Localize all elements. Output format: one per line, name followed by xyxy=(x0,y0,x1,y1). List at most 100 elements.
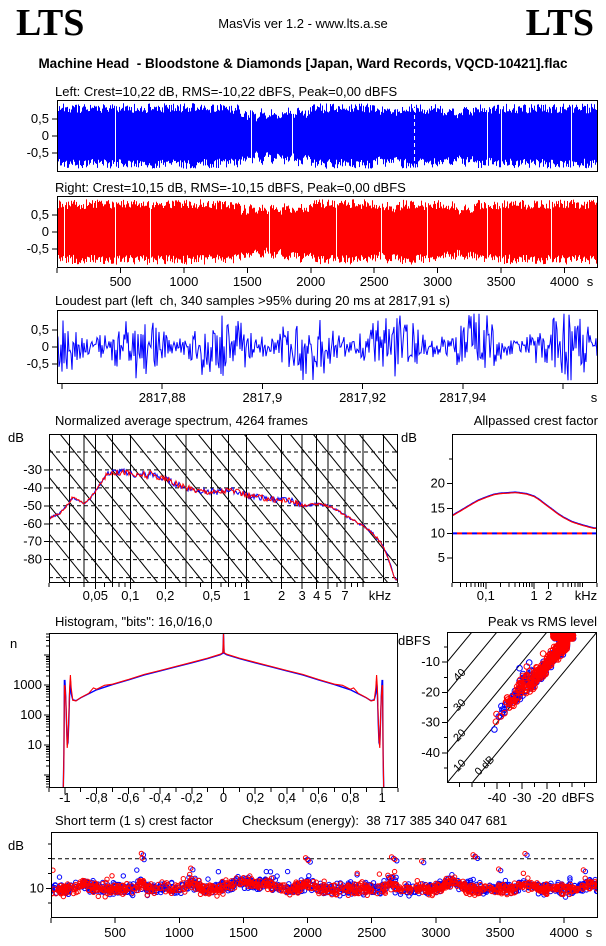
svg-text:2: 2 xyxy=(278,588,285,603)
pvr-y-label: dBFS xyxy=(398,633,431,648)
svg-text:-0,4: -0,4 xyxy=(149,790,171,805)
svg-text:2817,9: 2817,9 xyxy=(242,390,282,405)
svg-text:-0,6: -0,6 xyxy=(117,790,139,805)
st-axis: 10 500 1000 1500 2000 2500 3000 3500 4000 s xyxy=(30,832,598,940)
svg-text:0,5: 0,5 xyxy=(203,588,221,603)
spectrum-title: Normalized average spectrum, 4264 frames xyxy=(55,413,308,428)
svg-text:5: 5 xyxy=(324,588,331,603)
svg-text:-50: -50 xyxy=(23,498,42,513)
svg-text:10: 10 xyxy=(30,880,44,895)
svg-text:2000: 2000 xyxy=(296,274,325,289)
svg-text:0,5: 0,5 xyxy=(31,322,49,337)
svg-text:1: 1 xyxy=(379,790,386,805)
svg-text:0,1: 0,1 xyxy=(121,588,139,603)
svg-text:0,2: 0,2 xyxy=(246,790,264,805)
svg-text:-70: -70 xyxy=(23,534,42,549)
svg-text:0: 0 xyxy=(220,790,227,805)
svg-text:3: 3 xyxy=(299,588,306,603)
svg-text:20: 20 xyxy=(431,476,445,491)
svg-text:0: 0 xyxy=(42,128,49,143)
spectrum-curves xyxy=(49,467,398,581)
svg-text:-30: -30 xyxy=(23,462,42,477)
svg-text:s: s xyxy=(591,390,598,405)
right-waveform-axis: 0,5 0 -0,5 xyxy=(27,196,598,268)
svg-text:3500: 3500 xyxy=(487,274,516,289)
svg-text:2000: 2000 xyxy=(293,925,322,940)
short-term-title: Short term (1 s) crest factor xyxy=(55,813,214,828)
svg-text:-80: -80 xyxy=(23,552,42,567)
version-line: MasVis ver 1.2 - www.lts.a.se xyxy=(218,16,388,31)
svg-text:4: 4 xyxy=(313,588,320,603)
svg-text:s: s xyxy=(586,925,593,940)
right-waveform-label: Right: Crest=10,15 dB, RMS=-10,15 dBFS, … xyxy=(55,180,406,195)
spectrum-axis: -30 -40 -50 -60 -70 -80 0,05 0,1 0,2 0,5 1 2 3 4 5 7 kHz xyxy=(23,434,399,603)
svg-text:3000: 3000 xyxy=(423,274,452,289)
right-waveform-plot xyxy=(57,199,598,265)
st-scatter-right xyxy=(51,850,598,900)
svg-text:3500: 3500 xyxy=(486,925,515,940)
svg-text:-0,5: -0,5 xyxy=(27,356,49,371)
pvr-isolines xyxy=(447,632,597,783)
histogram-title: Histogram, "bits": 16,0/16,0 xyxy=(55,614,213,629)
svg-text:10: 10 xyxy=(431,525,445,540)
file-title: Machine Head - Bloodstone & Diamonds [Ja… xyxy=(38,56,568,71)
svg-text:kHz: kHz xyxy=(575,588,597,603)
svg-text:-60: -60 xyxy=(23,516,42,531)
pvr-scatter-right xyxy=(492,632,577,726)
svg-text:-1: -1 xyxy=(59,790,71,805)
svg-text:5: 5 xyxy=(438,550,445,565)
svg-text:2817,94: 2817,94 xyxy=(439,390,486,405)
svg-text:0: 0 xyxy=(42,339,49,354)
svg-text:0,05: 0,05 xyxy=(83,588,108,603)
svg-text:s: s xyxy=(587,274,594,289)
svg-text:0,5: 0,5 xyxy=(31,207,49,222)
svg-text:2500: 2500 xyxy=(360,274,389,289)
svg-text:dBFS: dBFS xyxy=(562,790,595,805)
pvr-title: Peak vs RMS level xyxy=(487,614,597,629)
histogram-plot xyxy=(49,633,398,788)
svg-text:-0,2: -0,2 xyxy=(181,790,203,805)
svg-text:-40: -40 xyxy=(488,790,507,805)
svg-text:500: 500 xyxy=(104,925,126,940)
svg-text:-40: -40 xyxy=(23,480,42,495)
svg-text:-0,5: -0,5 xyxy=(27,145,49,160)
pvr-axis: -40 -30 -20 dBFS -10 -20 -30 -40 xyxy=(421,632,597,805)
logo-right: LTS xyxy=(525,2,594,44)
svg-text:100: 100 xyxy=(20,707,42,722)
svg-text:-10: -10 xyxy=(421,654,440,669)
svg-text:7: 7 xyxy=(341,588,348,603)
svg-text:4000: 4000 xyxy=(550,925,579,940)
svg-text:3000: 3000 xyxy=(421,925,450,940)
svg-text:0: 0 xyxy=(42,224,49,239)
left-waveform-plot xyxy=(57,101,598,171)
svg-text:-20: -20 xyxy=(538,790,557,805)
spectrum-grid xyxy=(49,434,398,583)
loudest-part-label: Loudest part (left ch, 340 samples >95% … xyxy=(55,293,450,308)
allpassed-title: Allpassed crest factor xyxy=(473,413,598,428)
time-axis: 500 1000 1500 2000 2500 3000 3500 4000 s xyxy=(56,268,594,289)
svg-text:1500: 1500 xyxy=(229,925,258,940)
svg-text:1: 1 xyxy=(530,588,537,603)
allpassed-plot xyxy=(452,491,597,535)
svg-text:0,4: 0,4 xyxy=(278,790,296,805)
svg-text:kHz: kHz xyxy=(369,588,391,603)
svg-text:4000: 4000 xyxy=(550,274,579,289)
left-waveform-label: Left: Crest=10,22 dB, RMS=-10,22 dBFS, P… xyxy=(55,84,398,99)
svg-text:0,1: 0,1 xyxy=(477,588,495,603)
svg-text:1500: 1500 xyxy=(233,274,262,289)
histogram-y-label: n xyxy=(10,636,18,651)
svg-text:2500: 2500 xyxy=(357,925,386,940)
svg-text:1000: 1000 xyxy=(169,274,198,289)
short-term-y-label: dB xyxy=(8,838,24,853)
logo-left: LTS xyxy=(16,2,85,44)
svg-text:10: 10 xyxy=(28,737,42,752)
allpassed-axis: 20 15 10 5 0,1 1 2 kHz xyxy=(431,434,598,603)
svg-text:2817,92: 2817,92 xyxy=(339,390,386,405)
svg-text:1: 1 xyxy=(243,588,250,603)
svg-text:-0,5: -0,5 xyxy=(27,241,49,256)
svg-text:1000: 1000 xyxy=(165,925,194,940)
svg-text:2817,88: 2817,88 xyxy=(139,390,186,405)
svg-text:-30: -30 xyxy=(421,715,440,730)
